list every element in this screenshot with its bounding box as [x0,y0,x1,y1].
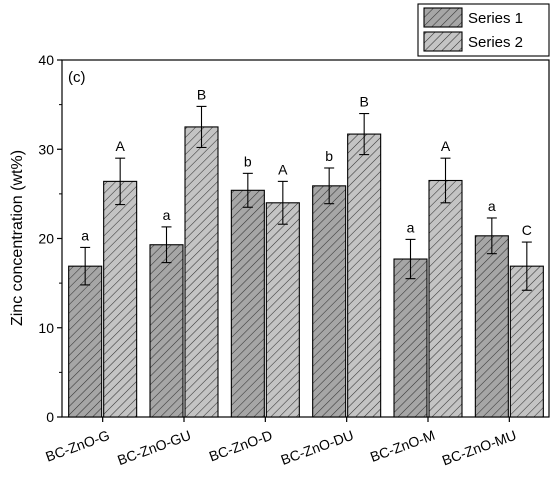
y-tick-label: 20 [38,231,54,247]
significance-letter: A [278,161,288,177]
legend-swatch [423,31,463,52]
y-tick-label: 0 [46,409,54,425]
legend-swatch [423,7,463,28]
significance-letter: a [81,227,89,243]
x-tick-label: BC-ZnO-GU [115,427,193,468]
bar-2 [184,126,219,418]
panel-label: (c) [68,69,86,86]
y-tick-label: 10 [38,320,54,336]
error-bars-group [80,105,532,291]
y-tick-label: 30 [38,141,54,157]
y-axis-label: Zinc concentration (wt%) [9,150,26,326]
bar-1 [312,185,347,418]
significance-letter: b [244,153,252,169]
legend-label: Series 1 [468,10,523,27]
bar-1 [230,189,265,418]
significance-letter: B [359,94,368,110]
legend: Series 1 Series 2 [417,3,550,57]
y-tick-label: 40 [38,52,54,68]
bar-2 [428,179,463,418]
x-tick-label: BC-ZnO-D [207,427,275,465]
x-tick-label: BC-ZnO-M [368,427,437,465]
significance-letter: a [488,198,496,214]
significance-letter: b [325,148,333,164]
significance-letter: A [115,138,125,154]
bars-group [68,126,544,418]
bar-1 [149,244,184,418]
bar-2 [265,202,300,418]
significance-letter: C [522,222,532,238]
significance-letter: B [197,86,206,102]
significance-letter: a [407,219,415,235]
x-tick-label: BC-ZnO-DU [279,427,356,468]
legend-label: Series 2 [468,34,523,51]
significance-letter: A [441,138,451,154]
bar-2 [347,133,382,418]
bar-1 [474,235,509,418]
bar-2 [103,180,138,418]
significance-letters-group: a Aa Bb Ab Ba Aa C [81,86,532,243]
bar-1 [393,258,428,418]
significance-letter: a [163,207,171,223]
x-tick-label: BC-ZnO-MU [440,427,519,469]
x-tick-label: BC-ZnO-G [43,427,111,465]
bar-1 [68,265,103,418]
